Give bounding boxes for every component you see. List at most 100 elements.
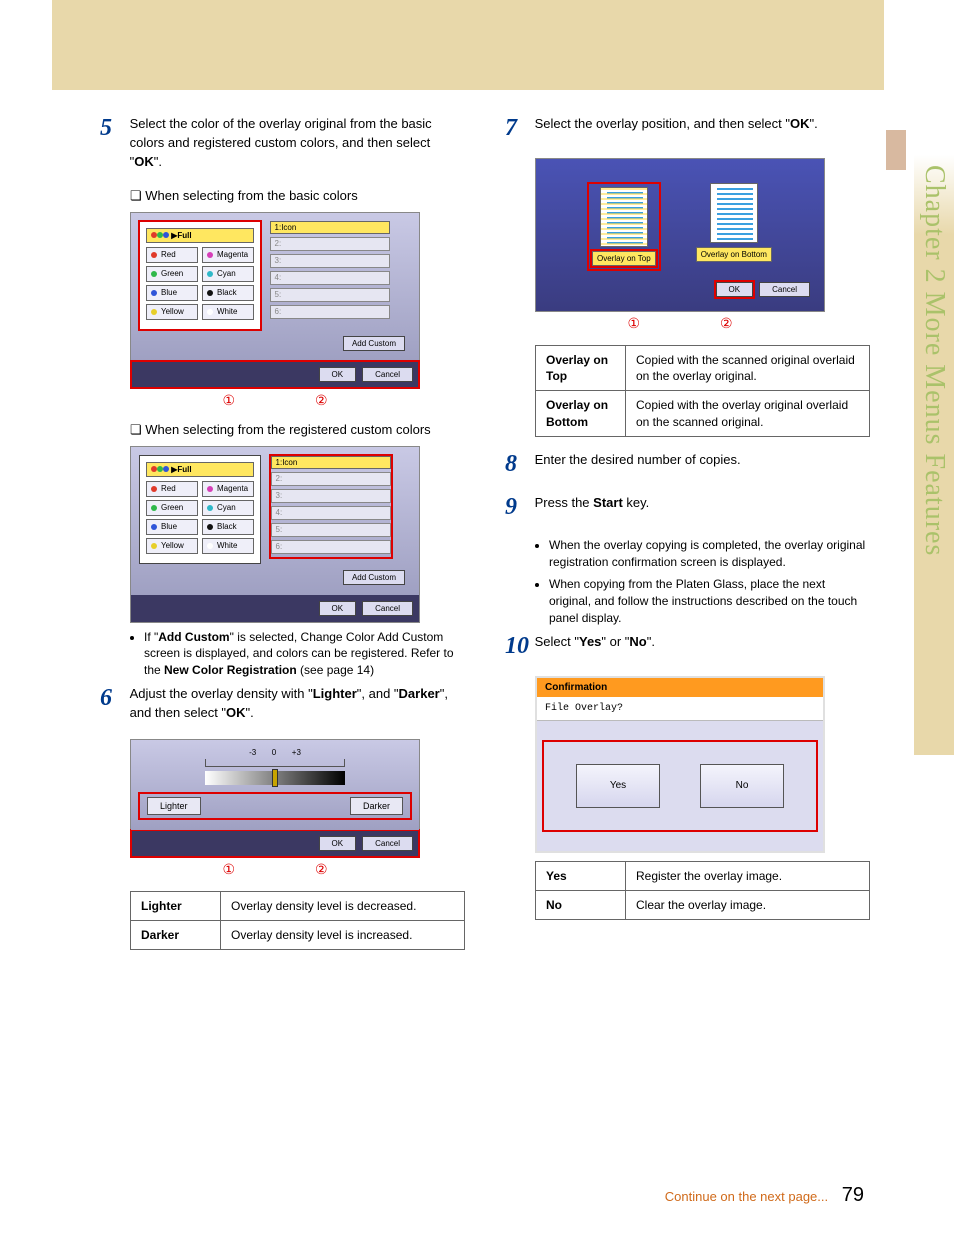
density-cursor[interactable] xyxy=(272,769,278,787)
step-number: 6 xyxy=(100,685,126,712)
annotation-numbers-ov: ① ② xyxy=(535,316,825,333)
table-row-d: Copied with the overlay original overlai… xyxy=(626,391,870,436)
step-7: 7 Select the overlay position, and then … xyxy=(505,115,870,142)
circle-2-d: ② xyxy=(315,862,328,879)
chapter-side-tab: Chapter 2 More Menus Features xyxy=(914,155,954,755)
step9-bullets: When the overlay copying is completed, t… xyxy=(535,537,870,627)
density-screen: -3 0 +3 Lighter Darker OK Cancel xyxy=(130,739,420,858)
chapter-side-text: Chapter 2 More Menus Features xyxy=(918,155,950,556)
color-button-green[interactable]: Green xyxy=(146,500,198,516)
add-custom-button[interactable]: Add Custom xyxy=(343,336,405,351)
screen-footer: OK Cancel xyxy=(131,361,419,388)
color-button-yellow[interactable]: Yellow xyxy=(146,538,198,554)
custom-slot-column: 1:Icon 2: 3: 4: 5: 6: xyxy=(270,221,390,322)
circle-1-d: ① xyxy=(222,862,235,879)
overlay-table: Overlay on TopCopied with the scanned or… xyxy=(535,345,870,437)
ok-button-b[interactable]: OK xyxy=(319,601,357,616)
step5-sub2: When selecting from the registered custo… xyxy=(130,422,465,438)
color-button-cyan[interactable]: Cyan xyxy=(202,500,254,516)
cancel-button-ov[interactable]: Cancel xyxy=(759,282,810,297)
confirm-title: Confirmation xyxy=(537,678,823,697)
step-8: 8 Enter the desired number of copies. xyxy=(505,451,870,478)
custom-color-slot[interactable]: 3: xyxy=(270,254,390,268)
confirmation-screen: Confirmation File Overlay? Yes No xyxy=(535,676,825,853)
continue-text: Continue on the next page... xyxy=(665,1189,828,1204)
color-button-magenta[interactable]: Magenta xyxy=(202,247,254,263)
basic-color-grid-b: ▶Full RedMagentaGreenCyanBlueBlackYellow… xyxy=(139,455,261,564)
color-button-cyan[interactable]: Cyan xyxy=(202,266,254,282)
no-button[interactable]: No xyxy=(700,764,784,808)
color-select-screen-basic: ▶Full RedMagentaGreenCyanBlueBlackYellow… xyxy=(130,212,420,389)
color-button-magenta[interactable]: Magenta xyxy=(202,481,254,497)
custom-slot-column-b: 1:Icon 2: 3: 4: 5: 6: xyxy=(270,455,392,558)
step-text: Adjust the overlay density with "Lighter… xyxy=(130,685,465,723)
custom-color-slot[interactable]: 3: xyxy=(271,489,391,503)
table-row-h: Overlay on Top xyxy=(536,346,626,391)
step-number: 5 xyxy=(100,115,126,142)
screen-footer-b: OK Cancel xyxy=(131,595,419,622)
overlay-on-top-card[interactable]: Overlay on Top xyxy=(588,183,660,270)
annotation-numbers: ① ② xyxy=(130,393,420,410)
step5-sub1: When selecting from the basic colors xyxy=(130,188,465,204)
ok-button-ov[interactable]: OK xyxy=(716,282,754,297)
density-footer: OK Cancel xyxy=(131,830,419,857)
full-color-row[interactable]: ▶Full xyxy=(146,228,254,243)
custom-color-slot[interactable]: 2: xyxy=(270,237,390,251)
table-row-d: Register the overlay image. xyxy=(626,861,870,890)
color-button-white[interactable]: White xyxy=(202,304,254,320)
color-button-blue[interactable]: Blue xyxy=(146,285,198,301)
full-color-row-b[interactable]: ▶Full xyxy=(146,462,254,477)
lighter-button[interactable]: Lighter xyxy=(147,797,201,815)
step-6: 6 Adjust the overlay density with "Light… xyxy=(100,685,465,723)
annotation-numbers-d: ① ② xyxy=(130,862,420,879)
step-number: 7 xyxy=(505,115,531,142)
step-10: 10 Select "Yes" or "No". xyxy=(505,633,870,660)
cancel-button-b[interactable]: Cancel xyxy=(362,601,413,616)
color-button-black[interactable]: Black xyxy=(202,285,254,301)
color-button-white[interactable]: White xyxy=(202,538,254,554)
circle-2: ② xyxy=(315,393,328,410)
step-9: 9 Press the Start key. xyxy=(505,494,870,521)
color-button-red[interactable]: Red xyxy=(146,481,198,497)
top-beige-band xyxy=(52,0,884,90)
custom-color-slot[interactable]: 2: xyxy=(271,472,391,486)
basic-color-grid: ▶Full RedMagentaGreenCyanBlueBlackYellow… xyxy=(139,221,261,330)
step-text: Press the Start key. xyxy=(535,494,870,513)
color-button-yellow[interactable]: Yellow xyxy=(146,304,198,320)
page-footer: Continue on the next page... 79 xyxy=(665,1184,864,1207)
confirm-message: File Overlay? xyxy=(537,697,823,721)
slot-head-b[interactable]: 1:Icon xyxy=(271,456,391,469)
overlay-on-bottom-card[interactable]: Overlay on Bottom xyxy=(696,183,772,270)
overlay-bottom-label: Overlay on Bottom xyxy=(696,247,772,262)
custom-color-slot[interactable]: 5: xyxy=(271,523,391,537)
yes-button[interactable]: Yes xyxy=(576,764,660,808)
add-custom-button-b[interactable]: Add Custom xyxy=(343,570,405,585)
custom-color-slot[interactable]: 4: xyxy=(270,271,390,285)
step-5: 5 Select the color of the overlay origin… xyxy=(100,115,465,172)
custom-color-slot[interactable]: 5: xyxy=(270,288,390,302)
right-column: 7 Select the overlay position, and then … xyxy=(505,115,870,950)
ok-button-d[interactable]: OK xyxy=(319,836,357,851)
ok-button[interactable]: OK xyxy=(319,367,357,382)
color-button-green[interactable]: Green xyxy=(146,266,198,282)
cancel-button-d[interactable]: Cancel xyxy=(362,836,413,851)
add-custom-note: If "Add Custom" is selected, Change Colo… xyxy=(144,629,465,679)
step-number: 8 xyxy=(505,451,531,478)
custom-color-slot[interactable]: 6: xyxy=(271,540,391,554)
custom-color-slot[interactable]: 6: xyxy=(270,305,390,319)
table-row-d: Clear the overlay image. xyxy=(626,890,870,919)
darker-button[interactable]: Darker xyxy=(350,797,403,815)
cancel-button[interactable]: Cancel xyxy=(362,367,413,382)
overlay-top-label: Overlay on Top xyxy=(592,251,656,266)
side-accent-bar xyxy=(886,130,906,170)
density-scale: -3 0 +3 xyxy=(205,748,345,785)
table-row-h: No xyxy=(536,890,626,919)
circle-2-ov: ② xyxy=(720,316,733,333)
color-button-black[interactable]: Black xyxy=(202,519,254,535)
overlay-position-screen: Overlay on Top Overlay on Bottom OK Canc… xyxy=(535,158,825,312)
table-row-d: Overlay density level is decreased. xyxy=(221,891,465,920)
color-button-red[interactable]: Red xyxy=(146,247,198,263)
slot-head[interactable]: 1:Icon xyxy=(270,221,390,234)
custom-color-slot[interactable]: 4: xyxy=(271,506,391,520)
color-button-blue[interactable]: Blue xyxy=(146,519,198,535)
